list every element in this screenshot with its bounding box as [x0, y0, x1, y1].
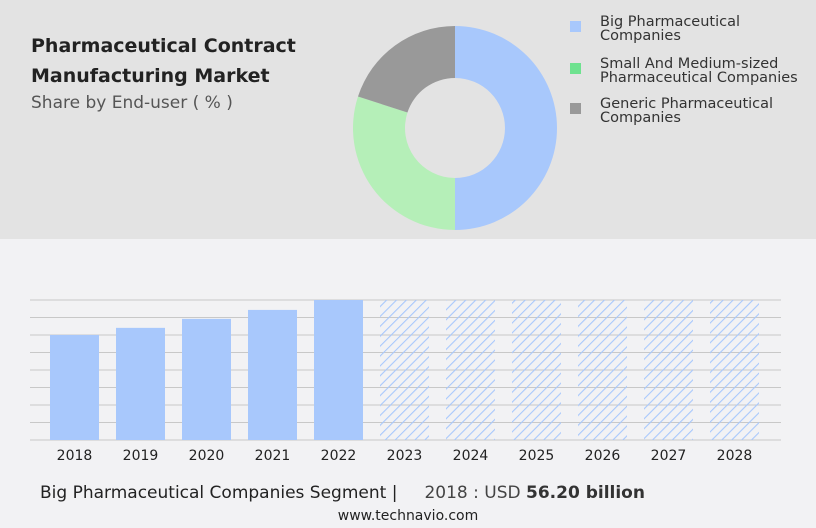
forecast-bar — [446, 300, 495, 440]
segment-value: 56.20 billion — [526, 483, 645, 503]
segment-label: Big Pharmaceutical Companies Segment — [40, 483, 387, 503]
footer-summary: Big Pharmaceutical Companies Segment | 2… — [40, 483, 645, 503]
year-label: 2018 : USD — [424, 483, 521, 503]
page-title: Pharmaceutical Contract Manufacturing Ma… — [31, 35, 296, 87]
x-tick-label: 2025 — [519, 448, 555, 464]
x-tick-label: 2024 — [453, 448, 489, 464]
legend-swatch — [570, 103, 581, 114]
forecast-bar — [380, 300, 429, 440]
x-tick-label: 2022 — [321, 448, 357, 464]
x-tick-label: 2019 — [123, 448, 159, 464]
donut-chart — [352, 26, 557, 230]
forecast-bar — [512, 300, 561, 440]
bar — [50, 334, 99, 440]
page-subtitle: Share by End-user ( % ) — [31, 93, 233, 113]
forecast-bar — [578, 300, 627, 440]
forecast-bar — [710, 300, 759, 440]
x-tick-label: 2021 — [255, 448, 291, 464]
bar-chart: 2018 2019 2020 2021 2022 2023 2024 2025 2026 2027… — [30, 299, 781, 464]
forecast-bar — [644, 300, 693, 440]
x-tick-label: 2026 — [585, 448, 621, 464]
donut-slice — [352, 96, 455, 230]
bar — [248, 309, 297, 440]
x-tick-label: 2023 — [387, 448, 423, 464]
legend-swatch — [570, 63, 581, 74]
bar — [116, 327, 165, 440]
website-link[interactable]: www.technavio.com — [337, 508, 479, 524]
legend-swatch — [570, 21, 581, 32]
legend-label: Generic Pharmaceutical Companies — [600, 96, 774, 126]
x-tick-label: 2020 — [189, 448, 225, 464]
bar — [314, 300, 363, 440]
x-tick-label: 2018 — [57, 448, 93, 464]
legend-label: Small And Medium-sized Pharmaceutical Co… — [600, 56, 798, 86]
separator: | — [391, 483, 398, 503]
bar — [182, 318, 231, 440]
x-tick-label: 2027 — [651, 448, 687, 464]
donut-slice — [357, 26, 455, 113]
legend-label: Big Pharmaceutical Companies — [600, 14, 741, 44]
donut-slice — [455, 26, 557, 230]
x-tick-label: 2028 — [717, 448, 753, 464]
